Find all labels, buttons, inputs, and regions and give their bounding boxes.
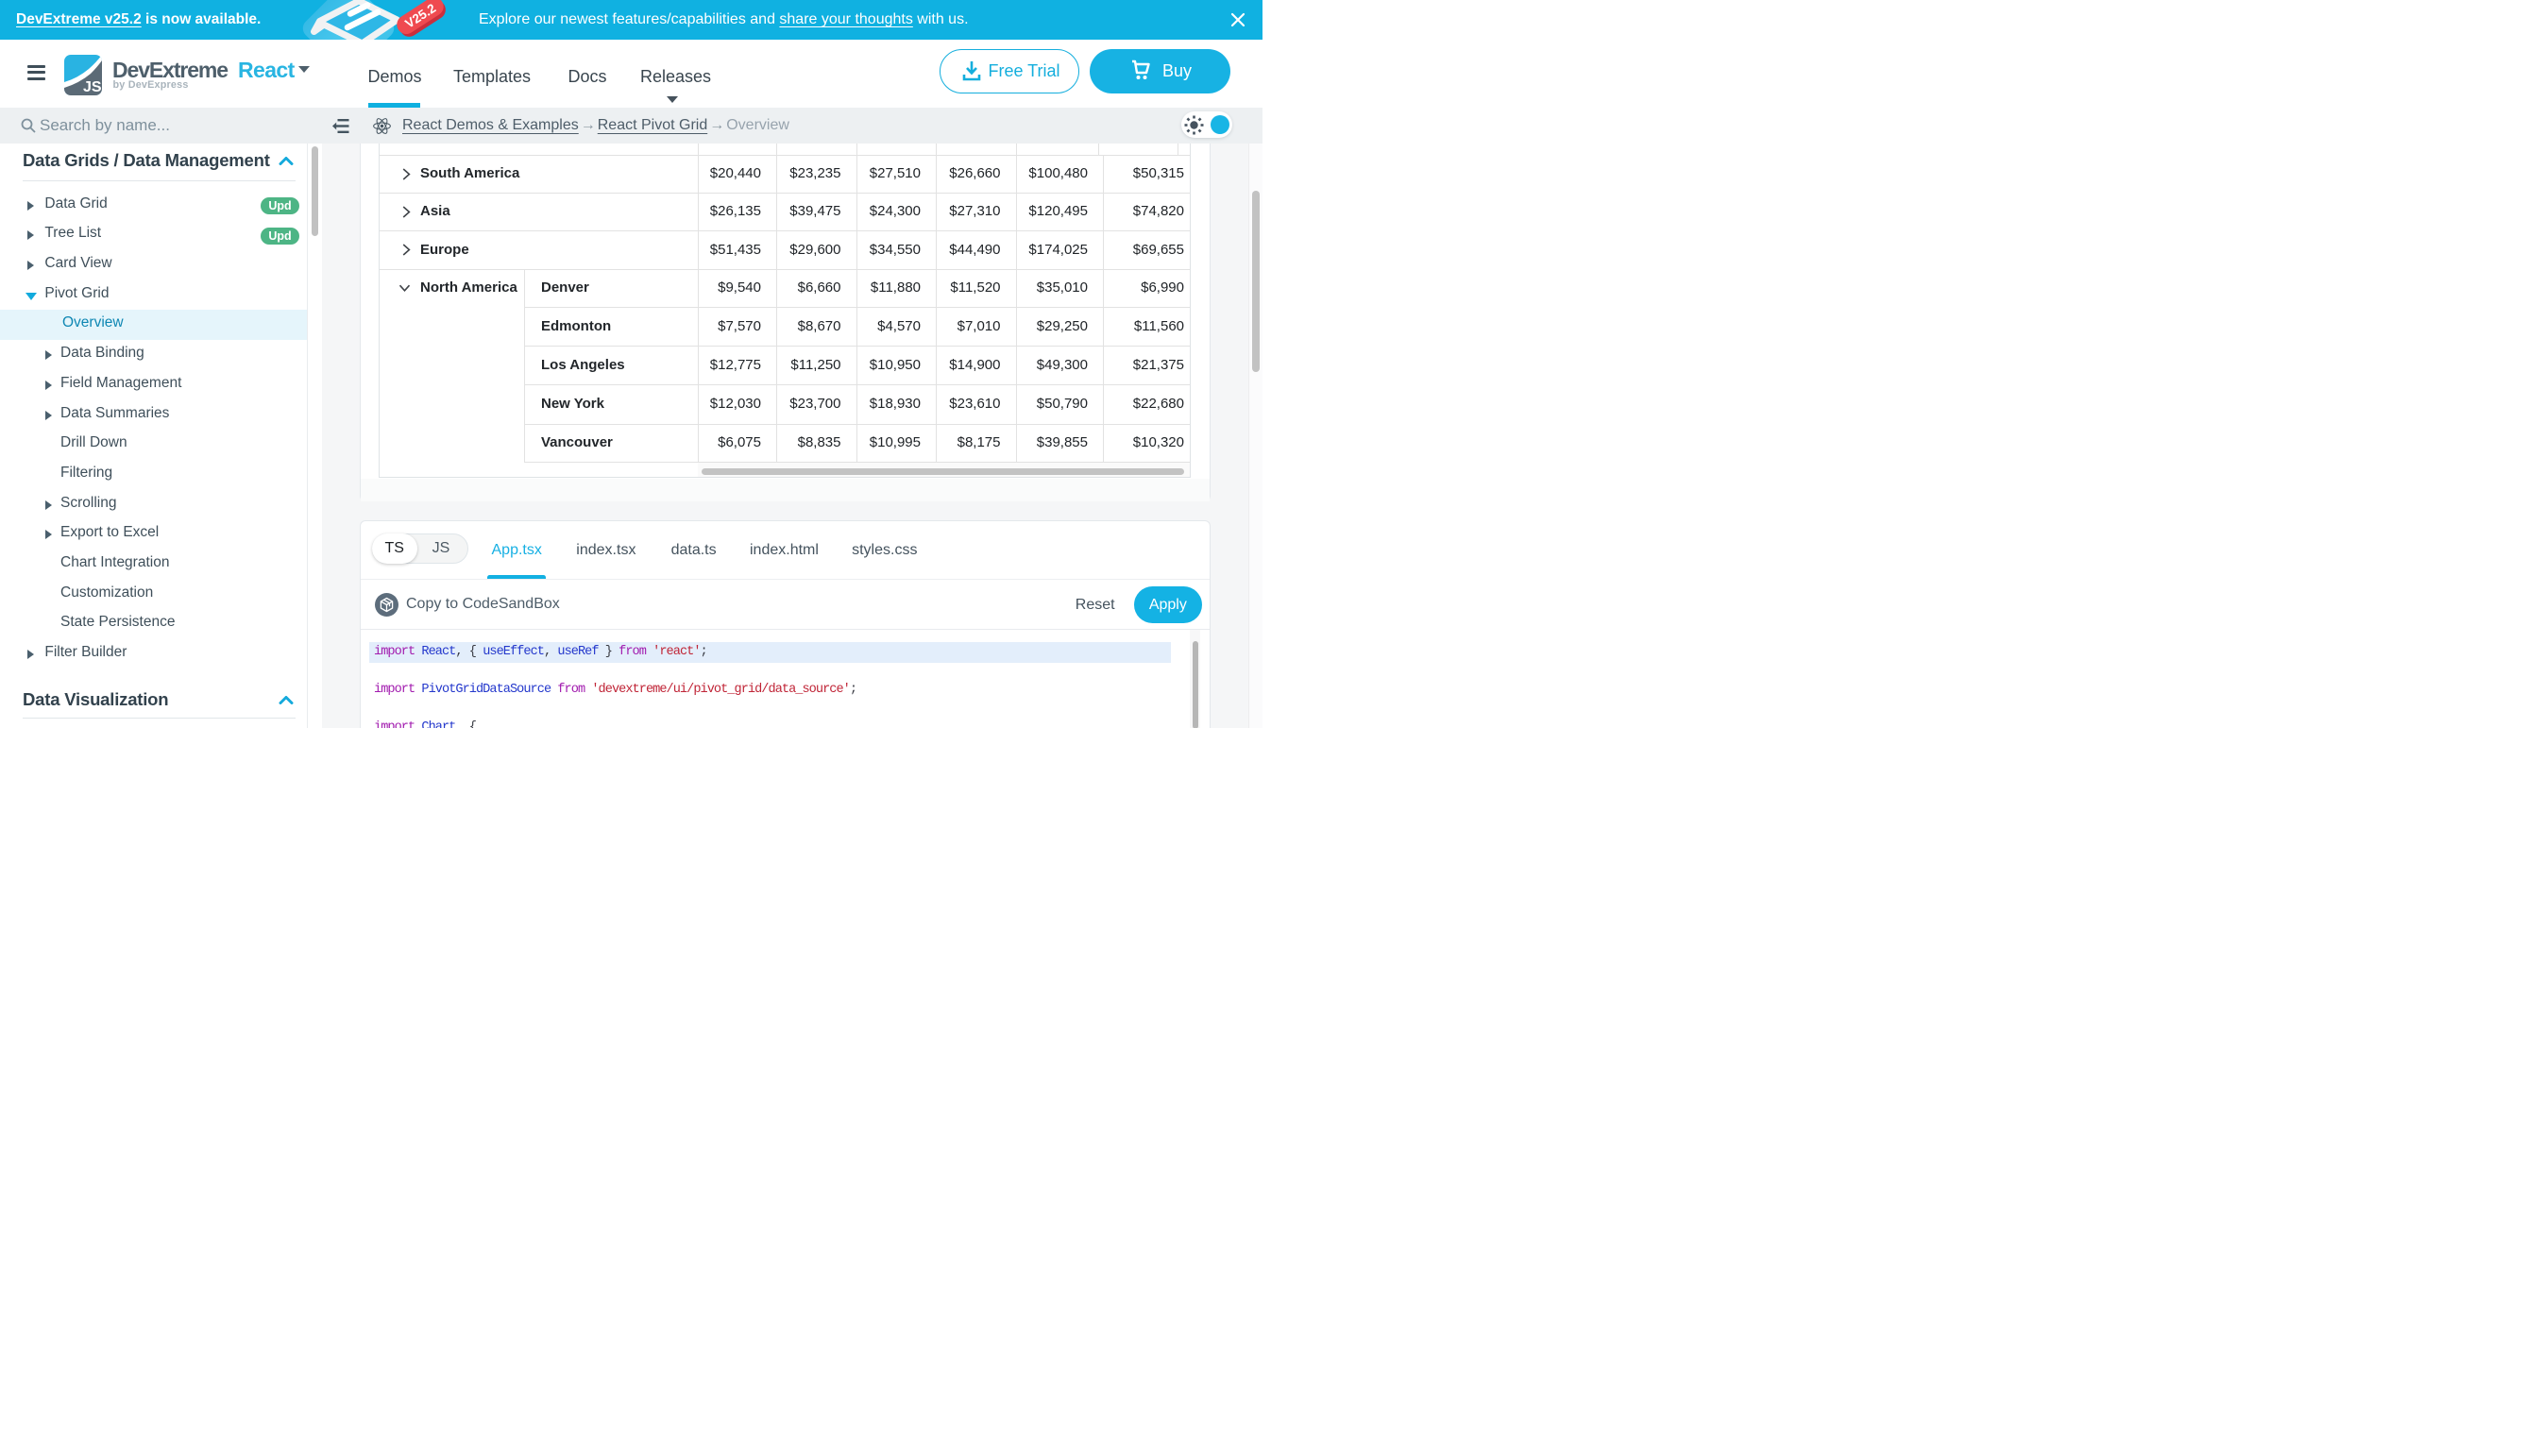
svg-text:JS: JS [83, 79, 102, 95]
